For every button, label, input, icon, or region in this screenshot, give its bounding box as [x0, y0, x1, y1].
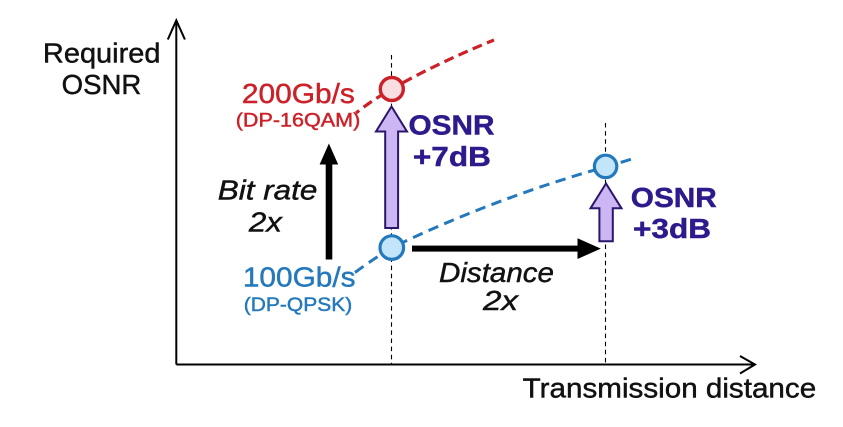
- svg-text:Bit rate: Bit rate: [218, 175, 318, 206]
- svg-text:+7dB: +7dB: [413, 141, 491, 172]
- svg-text:OSNR: OSNR: [631, 182, 717, 213]
- svg-text:Required: Required: [43, 37, 161, 68]
- svg-text:2x: 2x: [482, 285, 520, 316]
- svg-text:100Gb/s: 100Gb/s: [243, 262, 356, 293]
- svg-text:OSNR: OSNR: [62, 69, 142, 100]
- svg-text:2x: 2x: [248, 207, 284, 238]
- svg-text:200Gb/s: 200Gb/s: [242, 78, 355, 109]
- svg-text:Transmission distance: Transmission distance: [523, 372, 817, 403]
- svg-text:+3dB: +3dB: [633, 213, 711, 244]
- svg-text:OSNR: OSNR: [409, 110, 495, 141]
- svg-text:(DP-QPSK): (DP-QPSK): [244, 295, 352, 316]
- svg-text:(DP-16QAM): (DP-16QAM): [236, 111, 361, 132]
- svg-text:Distance: Distance: [439, 257, 554, 288]
